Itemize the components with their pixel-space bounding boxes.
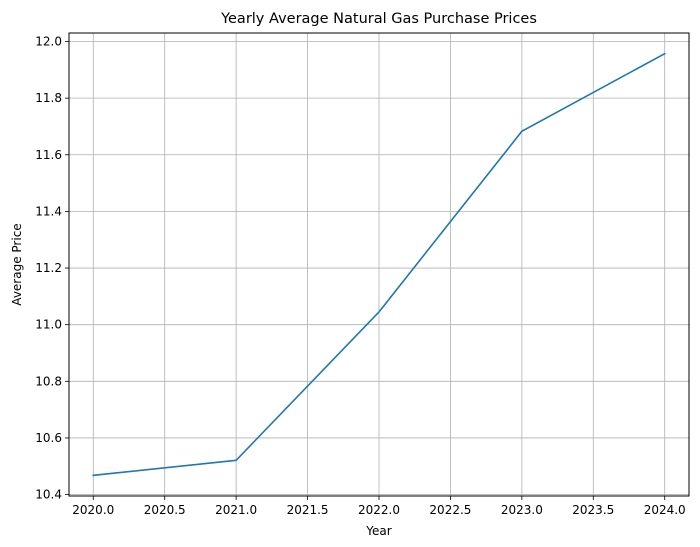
x-tick-label: 2022.0 — [358, 503, 400, 517]
y-tick-label: 11.6 — [35, 148, 62, 162]
x-tick-label: 2023.0 — [501, 503, 543, 517]
x-tick-label: 2024.0 — [644, 503, 686, 517]
chart-title: Yearly Average Natural Gas Purchase Pric… — [220, 11, 537, 27]
x-tick-label: 2021.0 — [215, 503, 257, 517]
y-tick-label: 11.0 — [35, 318, 62, 332]
y-tick-label: 10.6 — [35, 431, 62, 445]
y-tick-label: 12.0 — [35, 34, 62, 48]
y-tick-label: 11.8 — [35, 91, 62, 105]
y-axis-label: Average Price — [10, 223, 24, 305]
y-tick-label: 11.2 — [35, 261, 62, 275]
y-tick-label: 11.4 — [35, 204, 62, 218]
x-axis-label: Year — [365, 524, 391, 538]
y-tick-label: 10.8 — [35, 374, 62, 388]
x-axis-ticks: 2020.0 2020.5 2021.0 2021.5 2022.0 2022.5 2023… — [72, 496, 686, 517]
x-tick-label: 2020.0 — [72, 503, 114, 517]
x-tick-label: 2021.5 — [287, 503, 329, 517]
y-axis-ticks: 10.4 10.6 10.8 11.0 11.2 11.4 11.6 11.8 12.0 — [35, 34, 69, 502]
x-tick-label: 2022.5 — [429, 503, 471, 517]
grid-lines — [69, 33, 689, 496]
x-tick-label: 2023.5 — [572, 503, 614, 517]
x-tick-label: 2020.5 — [144, 503, 186, 517]
y-tick-label: 10.4 — [35, 488, 62, 502]
series-layer — [92, 52, 666, 477]
